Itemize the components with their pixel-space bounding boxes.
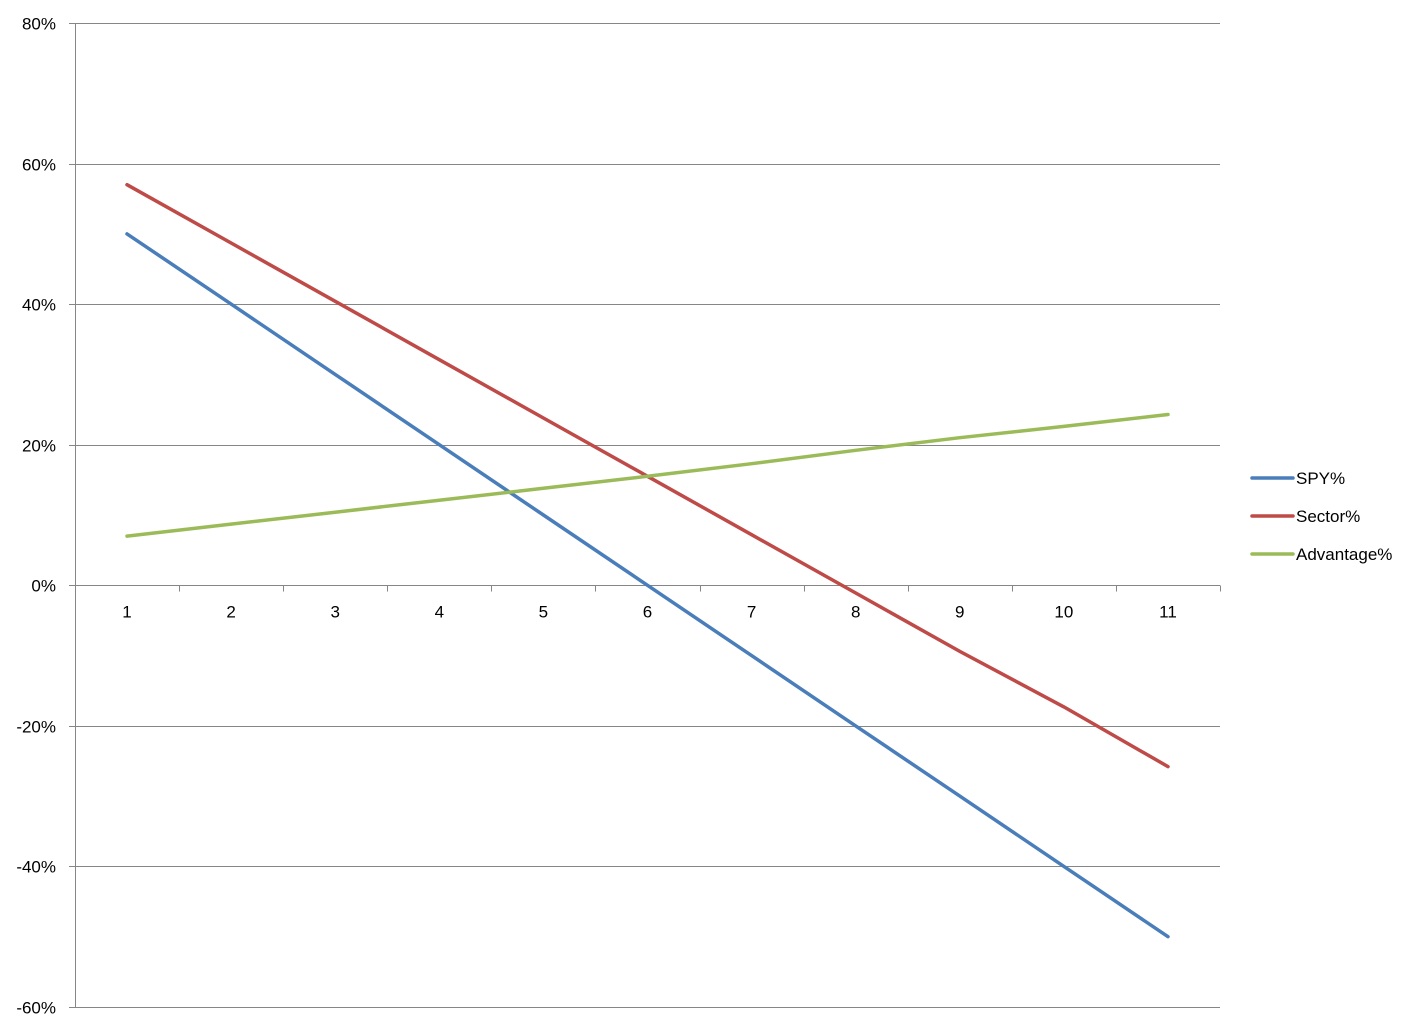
y-tick-label: 20% (22, 437, 56, 456)
series-lines (125, 182, 1170, 939)
y-tick-label: 80% (22, 15, 56, 34)
series-line-spy (125, 232, 1170, 939)
x-tick-label: 10 (1054, 603, 1073, 622)
gridlines (69, 23, 1220, 1008)
y-tick-label: -60% (16, 999, 56, 1018)
y-tick-label: -40% (16, 858, 56, 877)
legend-label-spy: SPY% (1296, 469, 1345, 488)
y-tick-label: 40% (22, 296, 56, 315)
legend-label-sector: Sector% (1296, 507, 1360, 526)
y-tick-label: 0% (31, 577, 56, 596)
y-tick-label: 60% (22, 156, 56, 175)
x-tick-label: 9 (955, 603, 964, 622)
series-line-advantage (125, 412, 1170, 538)
x-tick-label: 3 (330, 603, 339, 622)
legend-label-advantage: Advantage% (1296, 545, 1392, 564)
y-tick-label: -20% (16, 718, 56, 737)
x-tick-label: 1 (122, 603, 131, 622)
x-tick-label: 4 (435, 603, 444, 622)
x-tick-label: 7 (747, 603, 756, 622)
x-tick-label: 5 (539, 603, 548, 622)
x-tick-label: 11 (1159, 603, 1177, 622)
x-tick-label: 6 (643, 603, 652, 622)
x-tick-label: 2 (226, 603, 235, 622)
x-tick-label: 8 (851, 603, 860, 622)
legend: SPY% Sector% Advantage% (1250, 469, 1392, 564)
